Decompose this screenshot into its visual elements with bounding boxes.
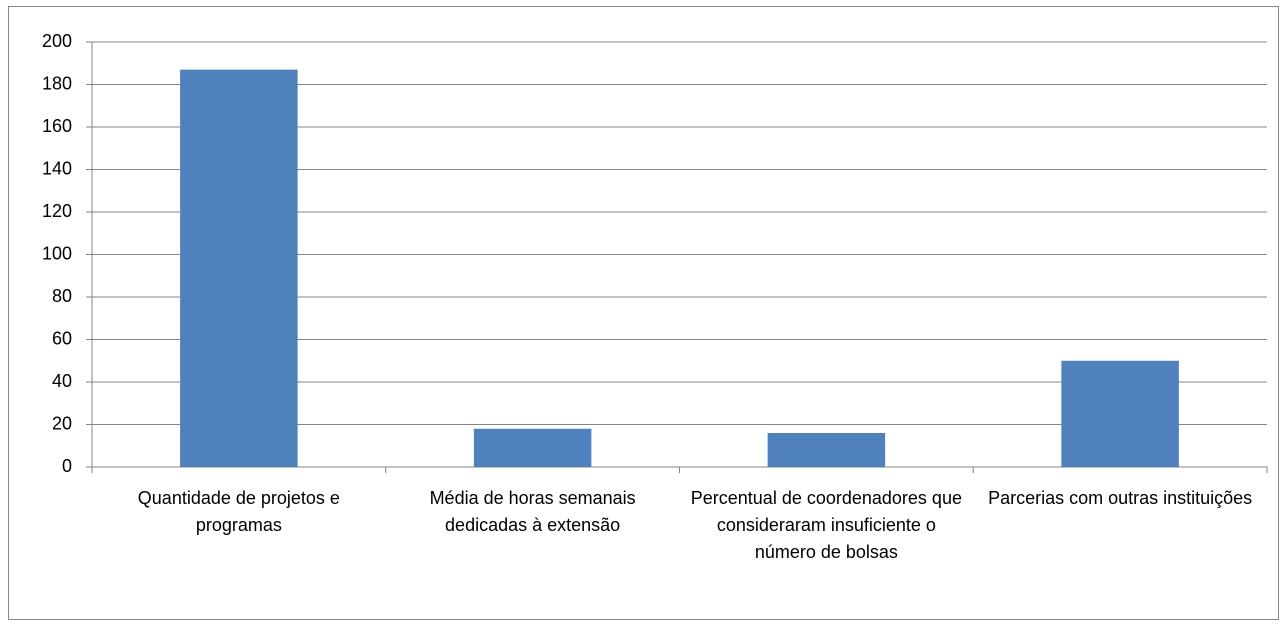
- y-tick-label: 200: [42, 31, 72, 51]
- y-tick-label: 80: [52, 286, 72, 306]
- y-tick-label: 60: [52, 328, 72, 348]
- bar: [180, 69, 298, 467]
- bar: [767, 433, 886, 467]
- y-tick-label: 120: [42, 201, 72, 221]
- y-tick-label: 140: [42, 158, 72, 178]
- y-tick-label: 160: [42, 116, 72, 136]
- x-tick-label: Média de horas semanais dedicadas à exte…: [429, 488, 636, 535]
- y-tick-label: 20: [52, 413, 72, 433]
- y-tick-label: 100: [42, 243, 72, 263]
- x-tick-label: Percentual de coordenadores que consider…: [690, 488, 962, 562]
- bar: [473, 428, 592, 467]
- bar: [1061, 360, 1179, 467]
- y-tick-label: 40: [52, 371, 72, 391]
- x-tick-label: Parcerias com outras instituições: [988, 488, 1253, 508]
- y-tick-label: 180: [42, 73, 72, 93]
- x-tick-label: Quantidade de projetos e programas: [137, 488, 340, 535]
- y-tick-label: 0: [62, 456, 72, 476]
